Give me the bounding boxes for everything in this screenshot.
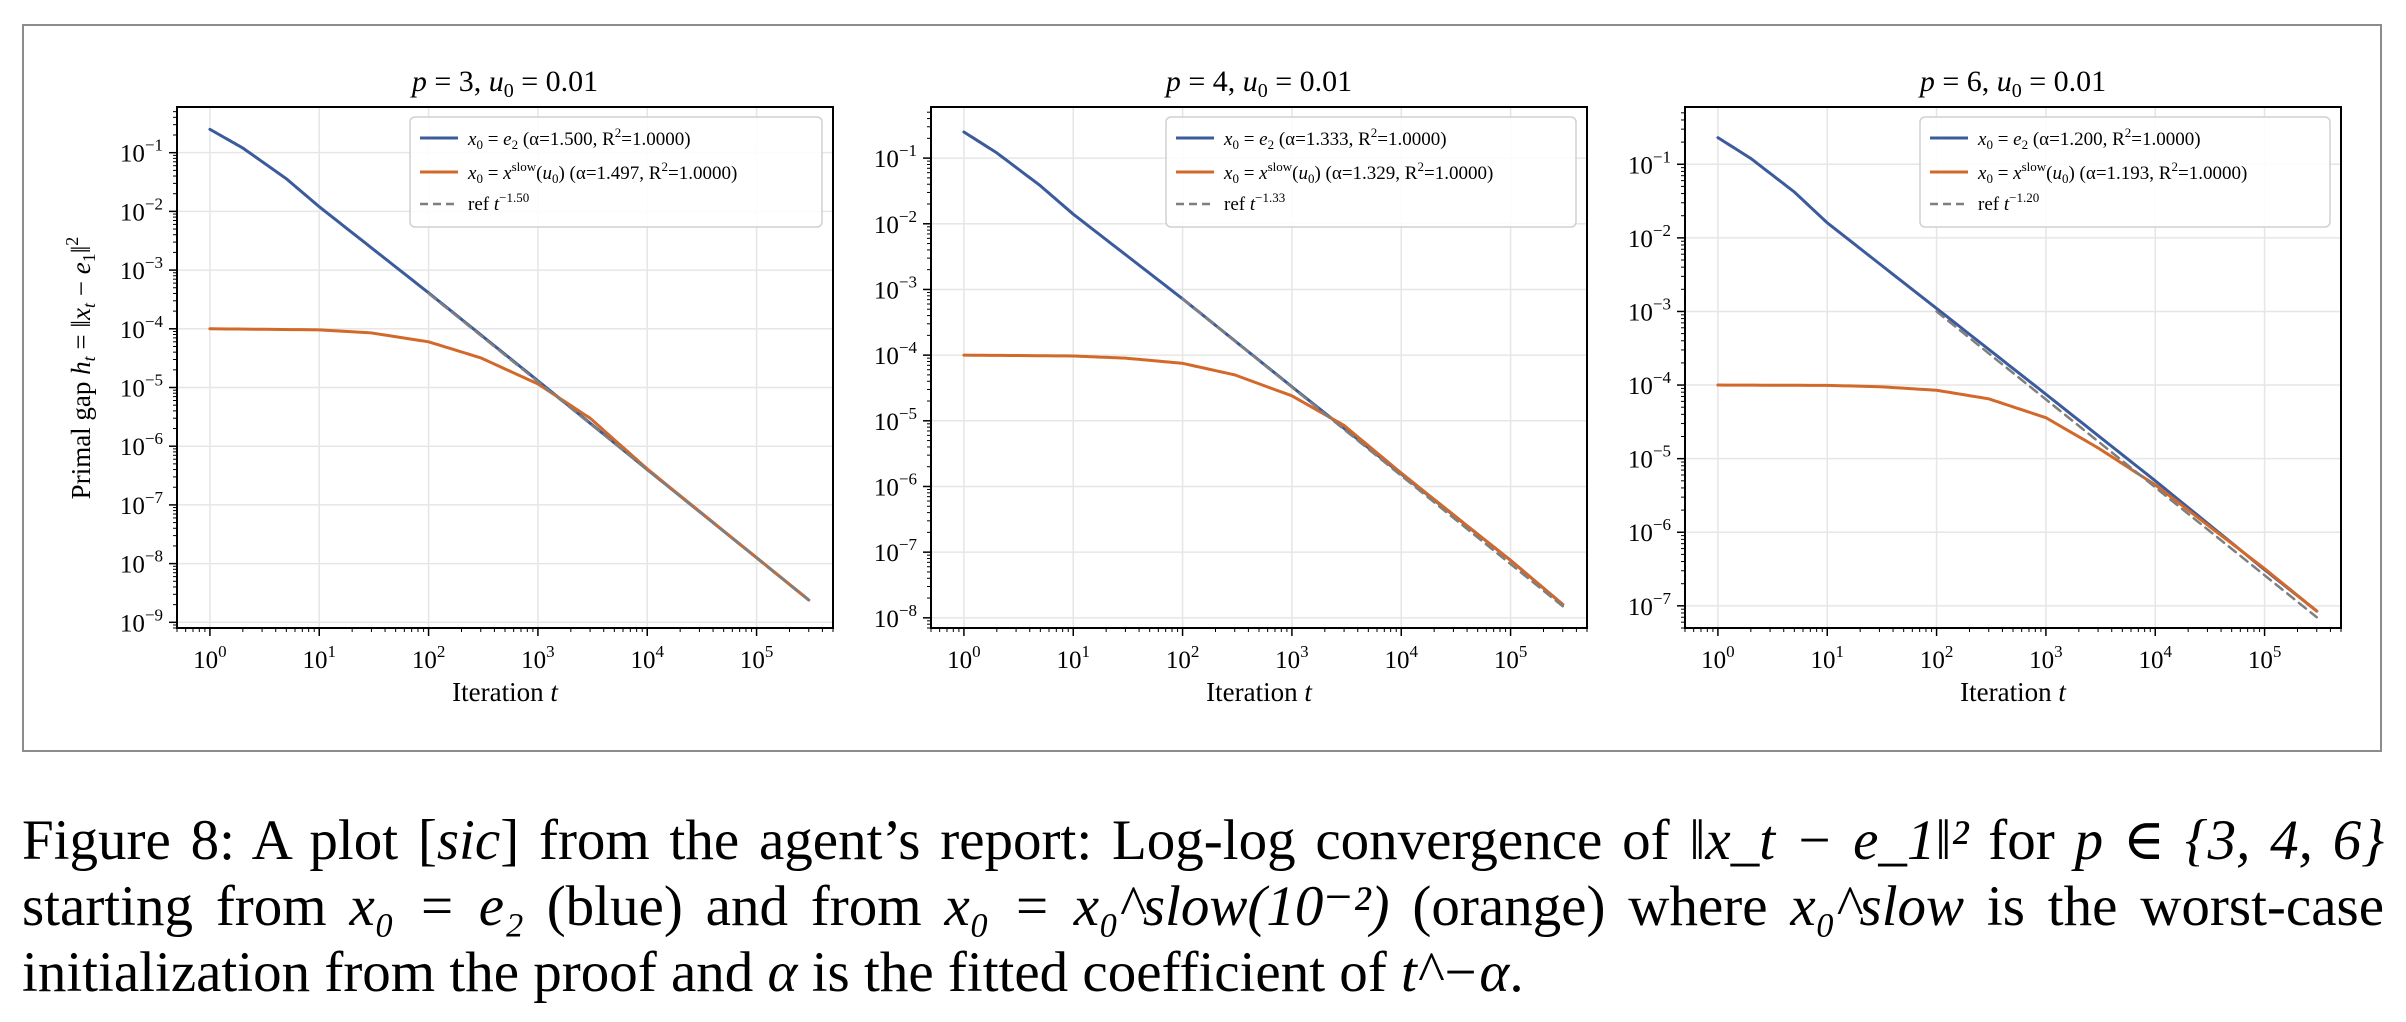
x-axis-label: Iteration t: [452, 677, 559, 707]
y-tick-label: 10−4: [874, 338, 918, 370]
panel-title: p = 3, u0 = 0.01: [410, 65, 598, 102]
x-tick-label: 103: [1275, 642, 1309, 674]
y-tick-label: 10−6: [1628, 515, 1671, 547]
x-tick-label: 100: [947, 642, 981, 674]
x-tick-label: 104: [1384, 642, 1418, 674]
series-line-orange: [1716, 383, 2319, 613]
y-tick-label: 10−6: [874, 469, 917, 501]
y-tick-label: 10−4: [120, 312, 164, 344]
x-axis-label: Iteration t: [1960, 677, 2067, 707]
y-tick-label: 10−1: [874, 141, 917, 173]
x-tick-label: 100: [193, 642, 227, 674]
figure-caption: Figure 8: A plot [sic] from the agent’s …: [22, 809, 2385, 1004]
legend-entry-e2: x0 = e2 (α=1.333, R2=1.0000): [1223, 125, 1447, 152]
panel-p6: p = 6, u0 = 0.01 100 101 102 103 104 10510−71…: [1628, 65, 2342, 707]
legend-entry-slow: x0 = xslow(u0) (α=1.329, R2=1.0000): [1223, 159, 1493, 186]
x-tick-label: 101: [1056, 642, 1090, 674]
series-line-ref: [1935, 310, 2318, 619]
x-tick-label: 103: [2029, 642, 2063, 674]
axis-ticks: 100 101 102 103 104 105 10−7 10−6 10−5 10−4 10−3 10…: [1628, 112, 2342, 674]
y-tick-label: 10−2: [120, 194, 163, 226]
y-tick-label: 10−3: [120, 253, 163, 285]
legend-entry-slow: x0 = xslow(u0) (α=1.497, R2=1.0000): [467, 159, 737, 186]
series-line-orange: [208, 327, 811, 602]
axes-frame: [930, 106, 1588, 629]
series-line-ref: [427, 292, 810, 602]
x-tick-label: 100: [1701, 642, 1735, 674]
y-tick-label: 10−9: [120, 605, 163, 637]
x-tick-label: 104: [2138, 642, 2172, 674]
y-tick-label: 10−1: [120, 136, 163, 168]
y-tick-label: 10−8: [874, 601, 917, 633]
axis-ticks: 100 101 102 103 104 105 10−8 10−7 10−6 10−5 10−4 10…: [874, 111, 1588, 674]
y-tick-label: 10−7: [1628, 589, 1672, 621]
series-line-orange: [962, 353, 1565, 606]
y-tick-label: 10−4: [1628, 368, 1672, 400]
legend-entry-e2: x0 = e2 (α=1.200, R2=1.0000): [1977, 125, 2201, 152]
y-tick-label: 10−2: [1628, 221, 1671, 253]
x-tick-label: 105: [1494, 642, 1528, 674]
series-lines: [962, 130, 1565, 608]
axes-frame: [176, 106, 834, 629]
y-tick-label: 10−3: [1628, 294, 1671, 326]
legend-entry-slow: x0 = xslow(u0) (α=1.193, R2=1.0000): [1977, 159, 2247, 186]
x-axis-label: Iteration t: [1206, 677, 1313, 707]
y-tick-label: 10−2: [874, 207, 917, 239]
legend: x0 = e2 (α=1.200, R2=1.0000) x0 = xslow(…: [1919, 116, 2331, 228]
y-axis-label: Primal gap ht = ‖xt − e1‖2: [62, 237, 99, 500]
x-tick-label: 102: [1166, 642, 1200, 674]
y-tick-label: 10−7: [120, 488, 164, 520]
legend: x0 = e2 (α=1.500, R2=1.0000) x0 = xslow(…: [409, 116, 823, 228]
series-lines: [1716, 136, 2319, 619]
panel-title: p = 6, u0 = 0.01: [1918, 65, 2106, 102]
legend: x0 = e2 (α=1.333, R2=1.0000) x0 = xslow(…: [1165, 116, 1577, 228]
y-tick-label: 10−1: [1628, 147, 1671, 179]
x-tick-label: 101: [1810, 642, 1844, 674]
x-tick-label: 102: [412, 642, 446, 674]
legend-entry-ref: ref t−1.50: [468, 190, 529, 215]
figure-frame: [22, 24, 2382, 752]
y-tick-label: 10−5: [120, 370, 163, 402]
y-tick-label: 10−5: [1628, 442, 1671, 474]
x-tick-label: 105: [740, 642, 774, 674]
y-tick-label: 10−3: [874, 272, 917, 304]
y-tick-label: 10−5: [874, 404, 917, 436]
series-line-ref: [1181, 297, 1564, 608]
panel-title: p = 4, u0 = 0.01: [1164, 65, 1352, 102]
y-tick-label: 10−6: [120, 429, 163, 461]
axis-ticks: 100 101 102 103 104 105 10−9 10−8 10−7 10−6 10−5 10…: [120, 111, 834, 674]
series-lines: [208, 127, 811, 602]
x-tick-label: 103: [521, 642, 555, 674]
x-tick-label: 104: [630, 642, 664, 674]
axes-frame: [1684, 106, 2342, 629]
x-tick-label: 102: [1920, 642, 1954, 674]
y-tick-label: 10−8: [120, 547, 163, 579]
x-tick-label: 101: [302, 642, 336, 674]
y-tick-label: 10−7: [874, 535, 918, 567]
panel-p4: p = 4, u0 = 0.01 100 101 102 103 104 10510−81…: [874, 65, 1588, 707]
x-tick-label: 105: [2248, 642, 2282, 674]
legend-entry-e2: x0 = e2 (α=1.500, R2=1.0000): [467, 125, 691, 152]
panel-p3: p = 3, u0 = 0.01 100 101 102 103 104 10510−91…: [120, 65, 834, 707]
figure-plots: Primal gap ht = ‖xt − e1‖2 p = 3, u0 = 0…: [62, 65, 2342, 707]
